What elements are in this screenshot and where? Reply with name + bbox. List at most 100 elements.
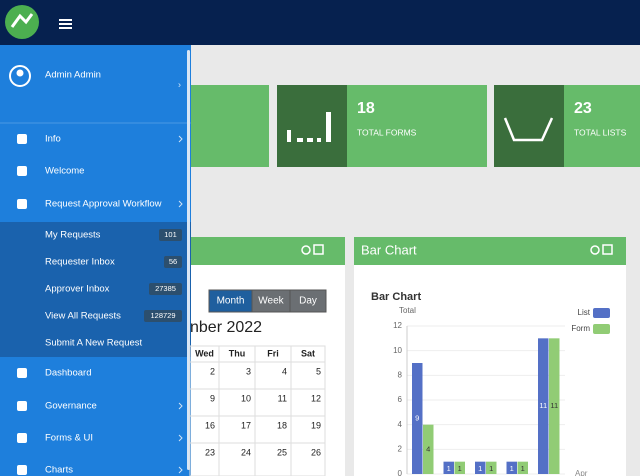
avatar <box>9 65 31 87</box>
submenu-item[interactable]: Submit A New Request <box>45 338 143 349</box>
stat-card <box>190 85 269 167</box>
panel-title: Bar Chart <box>361 242 417 257</box>
bar-label: 1 <box>447 464 451 473</box>
menu-icon <box>17 465 27 475</box>
badge-text: 128729 <box>150 311 175 320</box>
menu-item[interactable]: Forms & UI <box>45 433 93 444</box>
bar-label: 9 <box>415 413 419 422</box>
day[interactable]: 4 <box>282 366 287 376</box>
submenu-item[interactable]: View All Requests <box>45 311 121 322</box>
day[interactable]: 10 <box>241 393 251 403</box>
bar-label: 1 <box>510 464 514 473</box>
submenu-item[interactable]: Requester Inbox <box>45 257 115 268</box>
bar <box>443 461 454 474</box>
day[interactable]: 26 <box>311 447 321 457</box>
calendar-panel <box>190 237 345 476</box>
panel-header <box>354 237 626 265</box>
menu-icon <box>17 401 27 411</box>
bar <box>549 338 560 474</box>
weekday: Wed <box>195 348 214 358</box>
badge-text: 56 <box>169 257 177 266</box>
avatar-head <box>16 69 24 77</box>
logo[interactable] <box>5 5 39 39</box>
bar-label: 11 <box>550 401 558 410</box>
day[interactable]: 9 <box>210 393 215 403</box>
top-bar <box>0 0 640 45</box>
stat-value: 18 <box>357 100 375 117</box>
menu-item[interactable]: Charts <box>45 465 73 476</box>
y-tick-label: 2 <box>398 444 403 453</box>
bar <box>538 338 549 474</box>
weekday: Thu <box>229 348 246 358</box>
chart-panel <box>354 237 626 476</box>
day[interactable]: 25 <box>277 447 287 457</box>
chevron <box>178 466 183 474</box>
chevron: › <box>178 79 181 89</box>
menu-item[interactable]: Info <box>45 134 61 145</box>
chevron <box>178 402 183 410</box>
menu-item[interactable]: Governance <box>45 401 97 412</box>
submenu-item[interactable]: My Requests <box>45 230 101 241</box>
user-name[interactable]: Admin Admin <box>45 70 101 81</box>
y-tick-label: 12 <box>393 321 402 330</box>
chart-title: Bar Chart <box>371 291 421 303</box>
bar-label: 1 <box>521 464 525 473</box>
scrollbar[interactable] <box>187 50 190 470</box>
bar <box>517 461 528 474</box>
view-button-text[interactable]: Month <box>217 296 245 307</box>
calendar-title: nber 2022 <box>190 319 262 336</box>
menu-icon <box>17 368 27 378</box>
logo-icon <box>10 13 34 28</box>
day[interactable]: 19 <box>311 420 321 430</box>
legend-label: List <box>578 308 591 317</box>
bar-label: 1 <box>489 464 493 473</box>
bar-label: 11 <box>539 401 547 410</box>
day[interactable]: 11 <box>278 393 287 403</box>
menu-icon <box>17 166 27 176</box>
panel-header <box>190 237 345 265</box>
menu-item[interactable]: Request Approval Workflow <box>45 199 162 210</box>
view-button[interactable] <box>289 289 327 313</box>
menu-item[interactable]: Dashboard <box>45 368 91 379</box>
day[interactable]: 2 <box>210 366 215 376</box>
axis-label: Total <box>399 306 416 315</box>
stat-label: TOTAL LISTS <box>574 127 627 137</box>
menu-item[interactable]: Welcome <box>45 166 84 177</box>
day[interactable]: 3 <box>246 366 251 376</box>
chevron <box>178 434 183 442</box>
y-tick-label: 6 <box>398 395 403 404</box>
day[interactable]: 23 <box>205 447 215 457</box>
weekday: Sat <box>301 348 315 358</box>
badge <box>144 310 182 322</box>
day[interactable]: 18 <box>277 420 287 430</box>
bar <box>454 461 465 474</box>
bars-icon <box>287 112 331 142</box>
stat-icon <box>494 85 564 167</box>
menu-icon <box>17 433 27 443</box>
hamburger[interactable] <box>59 19 72 29</box>
legend-label: Form <box>571 324 590 333</box>
day[interactable]: 24 <box>241 447 251 457</box>
view-button-text[interactable]: Week <box>258 296 284 307</box>
bar-label: 1 <box>478 464 482 473</box>
badge <box>149 283 182 295</box>
day[interactable]: 5 <box>316 366 321 376</box>
chevron <box>178 200 183 208</box>
bar <box>506 461 517 474</box>
chevron <box>178 135 183 143</box>
basket-icon <box>503 117 554 142</box>
day[interactable]: 17 <box>241 420 251 430</box>
view-button-text[interactable]: Day <box>299 296 317 307</box>
badge-text: 27385 <box>155 284 176 293</box>
day[interactable]: 16 <box>205 420 215 430</box>
panel-tools[interactable] <box>301 244 613 255</box>
y-tick-label: 8 <box>398 370 403 379</box>
submenu-item[interactable]: Approver Inbox <box>45 284 110 295</box>
day[interactable]: 12 <box>311 393 321 403</box>
badge-text: 101 <box>164 230 177 239</box>
bar <box>475 461 486 474</box>
badge <box>164 256 182 268</box>
bar-label: 4 <box>426 444 430 453</box>
